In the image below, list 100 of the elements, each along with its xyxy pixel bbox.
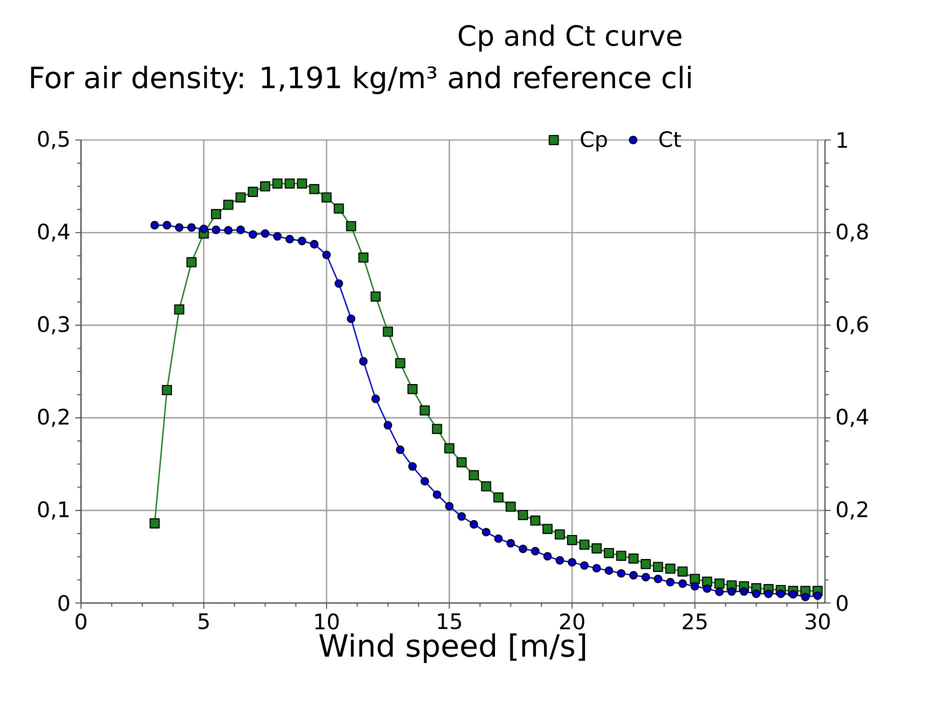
point [592,543,602,554]
point [666,578,675,586]
point [752,589,761,598]
point [678,566,688,577]
point [628,553,639,564]
point [223,200,234,210]
point [284,178,295,189]
point [568,558,576,567]
point [456,457,467,468]
point [690,582,700,591]
point [654,574,662,584]
y2-tick-label: 1 [838,132,848,148]
point [468,470,479,480]
x-tick-label: 10 [315,613,339,630]
point [788,590,798,598]
point [740,587,748,596]
y2-tick-label: 0,8 [836,223,868,242]
point [174,223,184,232]
point [470,520,478,529]
point [580,561,589,570]
point [334,203,344,214]
point [248,186,258,197]
point [579,540,590,550]
point [445,502,454,511]
point [813,591,822,600]
point [518,510,528,520]
point [248,230,258,239]
x-tick-label: 25 [682,613,707,630]
point [407,384,418,394]
y-tick-label: 0 [58,594,70,612]
point [162,220,172,230]
point [298,236,306,246]
point [420,405,430,416]
point [506,539,515,548]
point [296,178,308,189]
x-tick-label: 0 [76,613,86,630]
point [715,588,724,596]
point [322,250,331,260]
point [150,220,159,230]
y-tick-label: 0,5 [38,130,69,150]
point [285,234,294,244]
point [174,304,184,315]
point [629,570,638,580]
point [382,326,393,337]
point [444,443,454,454]
point [212,226,220,234]
point [224,226,233,235]
x-tick-label: 5 [198,613,209,630]
point [702,584,712,593]
chart-subtitle: For air density: 1,191 kg/m³ and reference cli [31,66,691,94]
point [616,569,626,578]
point [530,546,540,556]
point [640,559,651,570]
point [592,564,601,573]
x-axis-title: Wind speed [m/s] [319,633,586,664]
legend-label: Ct [659,131,681,148]
point [260,229,270,238]
point [530,516,540,526]
y-tick-label: 0,4 [38,223,70,242]
point [432,490,442,499]
point [481,481,492,492]
point [641,572,650,582]
point [567,534,578,546]
point [616,550,626,561]
point [384,420,392,430]
point [506,502,516,512]
point [604,548,614,558]
point [260,181,270,192]
y-tick-label: 0,1 [38,501,69,520]
point [518,544,528,554]
point [210,209,222,220]
point [665,564,676,574]
point [200,224,208,234]
x-tick-label: 30 [806,613,830,630]
point [776,589,786,598]
y2-tick-label: 0,4 [836,408,868,427]
point [714,578,724,589]
point [764,589,773,598]
point [604,566,614,575]
point [272,178,283,189]
point [359,357,368,366]
point [273,232,282,241]
y2-tick-label: 0 [836,594,848,612]
point [408,462,417,471]
x-tick-label: 15 [438,613,462,630]
y2-tick-label: 0,2 [836,501,868,520]
point [395,358,406,368]
point [543,552,552,561]
point [494,534,503,543]
point [370,291,381,302]
point [346,314,356,323]
point [310,240,319,248]
y-tick-label: 0,2 [38,408,68,427]
point [652,562,664,572]
point [542,524,553,534]
y-tick-label: 0,3 [38,316,69,334]
point [457,512,466,521]
point [334,279,344,288]
point [187,223,196,232]
point [309,184,320,194]
